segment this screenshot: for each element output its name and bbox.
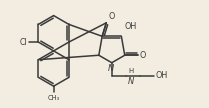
Text: Cl: Cl (19, 38, 27, 47)
Text: OH: OH (125, 22, 137, 31)
Text: CH₃: CH₃ (48, 94, 60, 101)
Text: OH: OH (155, 71, 168, 80)
Text: O: O (109, 12, 115, 21)
Text: N: N (108, 64, 114, 73)
Text: H: H (128, 68, 133, 74)
Text: O: O (140, 51, 146, 60)
Text: N: N (128, 77, 134, 86)
